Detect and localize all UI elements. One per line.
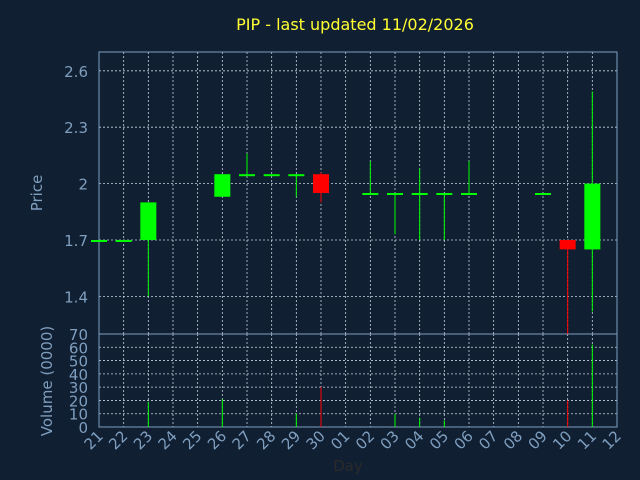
candle-body: [91, 240, 107, 242]
x-tick-label: 12: [599, 427, 625, 453]
price-tick-label: 2: [78, 176, 88, 194]
chart-title: PIP - last updated 11/02/2026: [236, 15, 474, 34]
x-axis-label: Day: [333, 457, 363, 475]
candle-body: [461, 193, 477, 195]
candle-body: [214, 174, 231, 197]
y-axis-label: Price: [28, 175, 46, 212]
volume-tick-label: 30: [69, 379, 88, 397]
candle-body: [313, 174, 329, 193]
candles: [91, 91, 601, 334]
candle-body: [436, 193, 453, 195]
x-tick-label: 01: [327, 427, 353, 453]
candle-body: [263, 174, 280, 177]
volume-bars: [147, 344, 593, 427]
volume-tick-label: 60: [69, 339, 88, 357]
x-tick-label: 11: [574, 427, 600, 453]
price-tick-label: 1.4: [64, 288, 88, 306]
x-tick-label: 06: [451, 427, 477, 453]
x-tick-label: 24: [155, 427, 181, 453]
volume-tick-label: 10: [69, 406, 88, 424]
candle-body: [239, 174, 255, 177]
x-tick-label: 29: [278, 427, 304, 453]
volume-axis-label: Volume (0000): [38, 326, 56, 436]
x-tick-label: 25: [179, 427, 205, 453]
x-tick-label: 04: [401, 427, 427, 453]
x-tick-label: 10: [549, 427, 575, 453]
volume-tick-label: 0: [78, 419, 88, 437]
volume-tick-label: 40: [69, 366, 88, 384]
x-tick-label: 07: [475, 427, 501, 453]
candle-body: [140, 202, 157, 240]
price-tick-label: 2.3: [64, 119, 88, 137]
candle-body: [362, 193, 379, 195]
price-tick-label: 2.6: [64, 63, 88, 81]
x-tick-label: 22: [105, 427, 131, 453]
x-tick-label: 03: [377, 427, 403, 453]
x-tick-label: 30: [303, 427, 329, 453]
x-tick-label: 02: [352, 427, 378, 453]
candle-body: [411, 193, 428, 195]
grid-layer: [99, 52, 617, 427]
candle-body: [559, 240, 576, 250]
volume-tick-label: 20: [69, 392, 88, 410]
x-tick-labels: 2122232425262728293001020304050607080910…: [81, 427, 625, 453]
candle-body: [115, 240, 132, 242]
x-tick-label: 09: [525, 427, 551, 453]
volume-tick-label: 50: [69, 353, 88, 371]
price-tick-label: 1.7: [64, 232, 88, 250]
candle-body: [584, 183, 601, 250]
x-tick-label: 26: [204, 427, 230, 453]
candle-body: [288, 174, 305, 177]
volume-tick-label: 70: [69, 326, 88, 344]
x-tick-label: 28: [253, 427, 279, 453]
x-tick-label: 08: [500, 427, 526, 453]
candle-body: [535, 193, 551, 195]
x-tick-label: 23: [130, 427, 156, 453]
x-tick-label: 27: [229, 427, 255, 453]
volume-panel-frame: [98, 333, 618, 428]
price-ytick-labels: 1.4 1.7 2 2.3 2.6: [64, 63, 88, 307]
x-tick-label: 05: [426, 427, 452, 453]
candle-body: [387, 193, 403, 195]
